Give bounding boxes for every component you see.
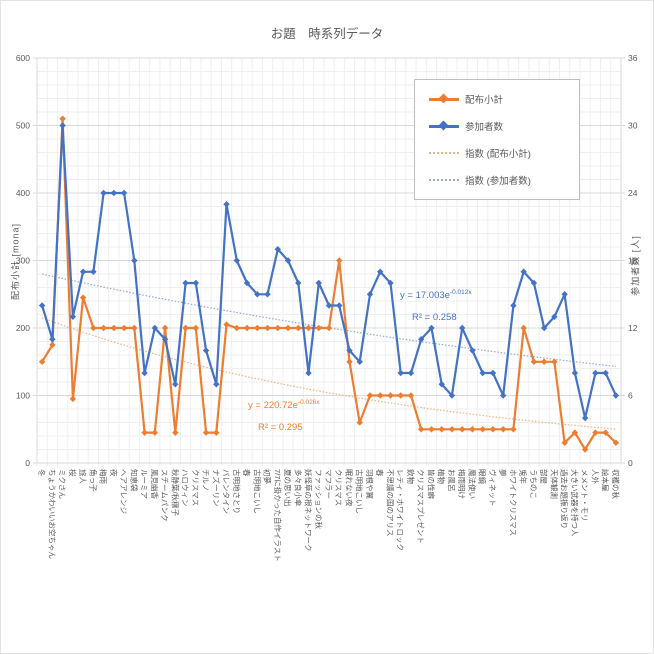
legend-swatch-line-marker [429,120,459,131]
svg-text:バレンタイン: バレンタイン [222,469,231,514]
svg-text:クリスマス: クリスマス [191,469,200,506]
x-axis-labels: 冬ちょうかわいいお空ちゃん ミクさん桜旅人 角っ子 梅雨夜ヘアアレンジ 知恵袋 ルーミア風… [37,469,621,562]
svg-text:6: 6 [628,391,633,401]
svg-text:妖怪草の根ネットワーク: 妖怪草の根ネットワーク [304,469,314,552]
svg-text:500: 500 [16,121,30,131]
svg-text:風見幽香: 風見幽香 [150,469,160,499]
svg-text:メメント・モリ: メメント・モリ [580,469,589,522]
svg-text:眠れない夜: 眠れない夜 [344,469,354,507]
legend-label: 指数 (参加者数) [465,175,531,187]
svg-text:チルノ: チルノ [201,469,210,492]
trendline-equation-blue: y = 17.003e-0.012x [400,289,472,302]
svg-text:ハロウィン: ハロウィン [181,469,190,507]
svg-text:冬: 冬 [37,469,47,477]
legend-label: 配布小計 [465,95,504,107]
svg-text:0: 0 [25,458,30,468]
svg-text:うちのこ: うちのこ [529,469,538,499]
svg-text:初夢: 初夢 [263,469,273,484]
svg-text:知恵袋: 知恵袋 [129,469,139,492]
legend-swatch-line-marker [429,93,459,104]
svg-text:桜: 桜 [68,469,78,477]
svg-text:ナズーリン: ナズーリン [211,469,221,507]
svg-text:クリスマスプレゼント: クリスマスプレゼント [416,469,426,544]
series-参加者数 [38,122,620,422]
svg-text:多々良小傘: 多々良小傘 [293,469,303,507]
svg-text:お風呂: お風呂 [447,469,456,492]
right-axis-title: 参加者数 [人] [630,235,641,296]
svg-text:ミクさん: ミクさん [58,469,67,499]
trendline-equation-orange: y = 220.72e-0.026x [248,399,320,412]
legend[interactable]: 配布小計 参加者数 指数 (配布小計) 指数 (参加者数) [414,79,580,200]
svg-text:角っ子: 角っ子 [88,469,98,492]
svg-text:古明地さとり: 古明地さとり [232,469,242,514]
svg-text:36: 36 [628,53,638,63]
svg-text:ヴィネット: ヴィネット [488,469,498,507]
svg-text:7/7に掛かった自作イラスト: 7/7に掛かった自作イラスト [273,469,283,562]
legend-swatch-dotted-line [429,149,459,157]
svg-text:ルーミア: ルーミア [140,469,149,499]
svg-text:植物: 植物 [437,469,447,484]
svg-text:400: 400 [16,188,30,198]
svg-text:100: 100 [16,391,30,401]
legend-item-trend-sanka[interactable]: 指数 (参加者数) [429,173,579,187]
svg-text:クリスマス: クリスマス [334,469,343,506]
legend-swatch-dotted-line [429,176,459,184]
svg-text:マフラー: マフラー [324,469,333,499]
svg-text:ホワイトクリスマス: ホワイトクリスマス [508,469,517,536]
svg-text:春: 春 [375,469,385,477]
svg-text:部屋: 部屋 [539,469,549,484]
svg-text:絵本屋: 絵本屋 [601,469,611,492]
svg-text:200: 200 [16,323,30,333]
svg-text:ちょうかわいいお空ちゃん: ちょうかわいいお空ちゃん [47,469,57,559]
svg-text:眼鏡: 眼鏡 [478,469,488,484]
svg-text:ヘアアレンジ: ヘアアレンジ [119,469,128,514]
svg-text:夢: 夢 [498,469,508,477]
svg-text:夏の思い出: 夏の思い出 [283,469,293,507]
svg-text:スチームパンク: スチームパンク [160,469,169,522]
svg-text:18: 18 [628,256,638,266]
svg-text:魔法使い: 魔法使い [467,469,477,499]
svg-text:0: 0 [628,458,633,468]
chart-title: お題 時系列データ [270,27,384,41]
svg-text:12: 12 [628,323,638,333]
legend-label: 参加者数 [465,122,504,134]
svg-text:皆の性癖: 皆の性癖 [426,469,436,499]
legend-item-sankashasu[interactable]: 参加者数 [429,119,579,133]
svg-text:人外: 人外 [590,469,600,484]
svg-text:梅雨明け: 梅雨明け [457,469,467,499]
svg-text:ファッションの秋: ファッションの秋 [314,469,324,529]
legend-label: 指数 (配布小計) [465,148,531,160]
trendline-r2-blue: R² = 0.258 [412,312,457,323]
gridlines-major [33,57,625,464]
svg-text:梅雨: 梅雨 [99,469,109,484]
svg-text:春: 春 [242,469,252,477]
svg-text:大きい武器を持つ人: 大きい武器を持つ人 [570,469,580,537]
svg-text:飲物: 飲物 [406,469,416,484]
svg-text:レティ・ホワイトロック: レティ・ホワイトロック [396,469,405,551]
svg-text:600: 600 [16,53,30,63]
svg-text:収穫の秋: 収穫の秋 [611,469,621,499]
svg-text:過去お題振り返り: 過去お題振り返り [560,469,570,529]
svg-text:300: 300 [16,256,30,266]
axis-tick-labels: 0 100 200 300 400 500 600 0 6 12 18 24 30 36 [16,53,638,468]
legend-item-haifu-shokei[interactable]: 配布小計 [429,92,579,106]
svg-text:旅人: 旅人 [78,469,88,484]
svg-text:不思議の国のアリス: 不思議の国のアリス [385,469,395,537]
svg-text:夜: 夜 [109,469,119,477]
svg-text:24: 24 [628,188,638,198]
trendline-r2-orange: R² = 0.295 [258,422,303,433]
svg-text:古明地こいし: 古明地こいし [252,469,262,514]
series-配布小計 [38,115,620,453]
svg-text:古明地こいし: 古明地こいし [355,469,365,514]
svg-text:兎年: 兎年 [519,469,529,484]
svg-text:秋静葉/秋穣子: 秋静葉/秋穣子 [170,469,180,517]
svg-text:羽根や翼: 羽根や翼 [365,469,375,499]
svg-text:30: 30 [628,121,638,131]
svg-text:天体観測: 天体観測 [549,469,559,499]
left-axis-title: 配布小計 [mona] [10,223,21,301]
legend-item-trend-haifu[interactable]: 指数 (配布小計) [429,146,579,160]
